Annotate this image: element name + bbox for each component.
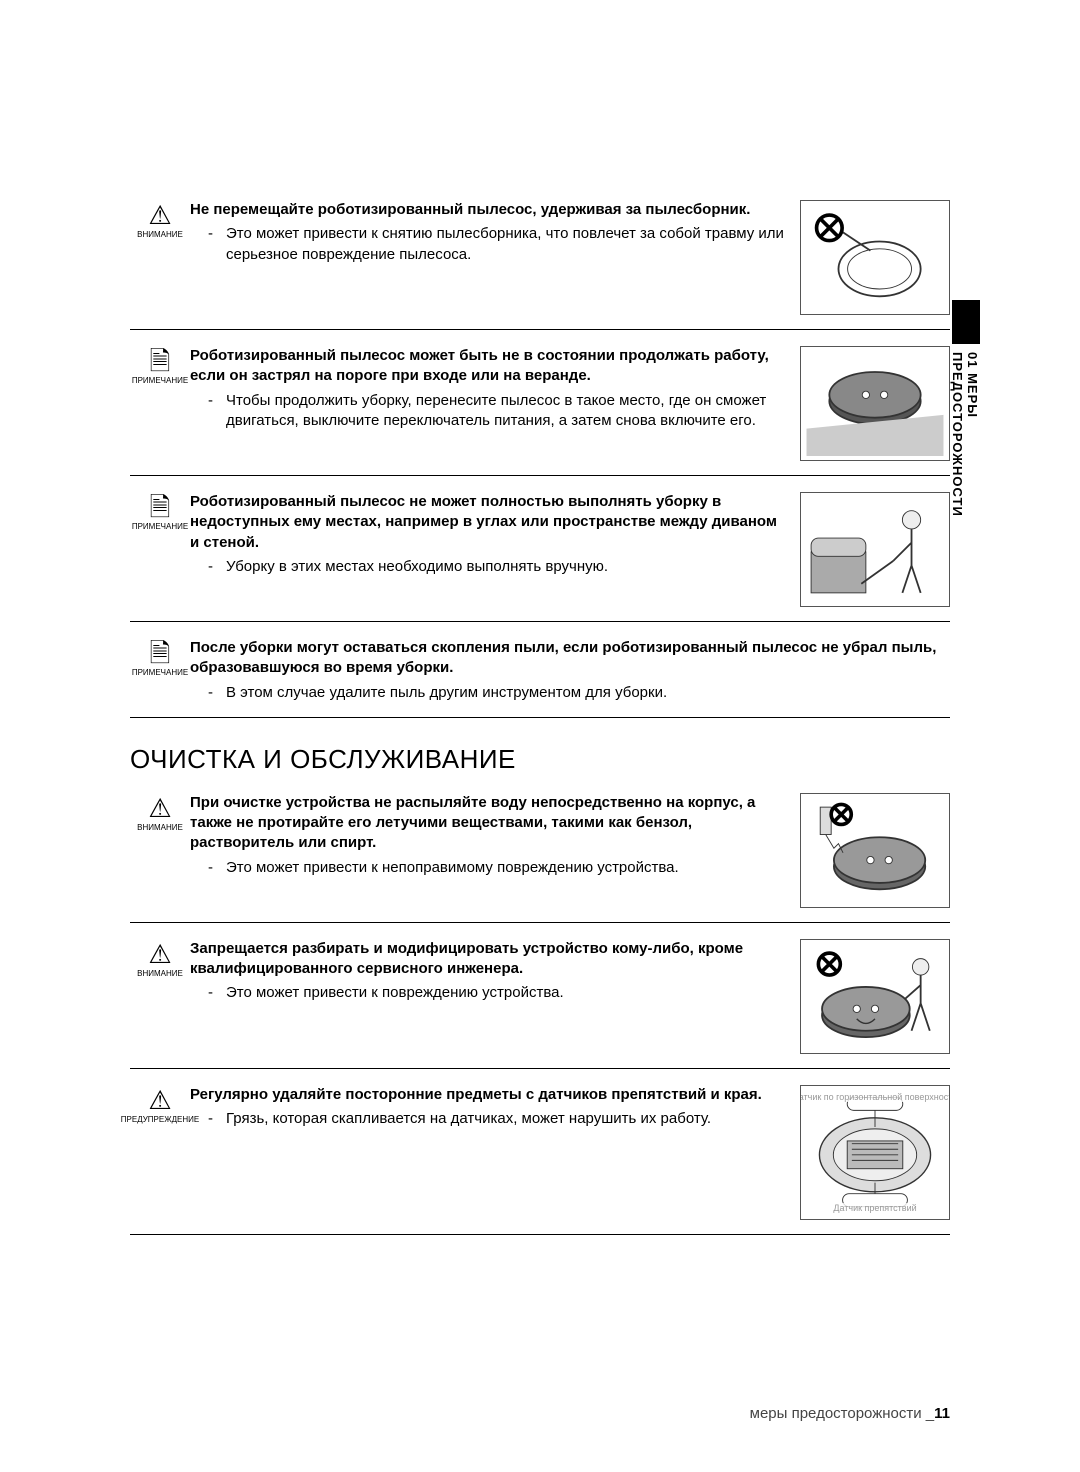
text-column: После уборки могут оставаться скопления … [190, 638, 950, 703]
icon-column: ⚠ ВНИМАНИЕ [130, 200, 190, 239]
bullet-text: Это может привести к снятию пылесборника… [226, 224, 788, 265]
side-tab-label: 01 МЕРЫ ПРЕДОСТОРОЖНОСТИ [952, 344, 980, 580]
page-footer: меры предосторожности _11 [750, 1405, 950, 1422]
precaution-item: 🗎 ПРИМЕЧАНИЕ Роботизированный пылесос мо… [130, 336, 950, 476]
precaution-item: 🗎 ПРИМЕЧАНИЕ Роботизированный пылесос не… [130, 482, 950, 622]
warning-icon: ⚠ [148, 1087, 171, 1113]
side-tab: 01 МЕРЫ ПРЕДОСТОРОЖНОСТИ [952, 300, 980, 580]
icon-caption: ПРИМЕЧАНИЕ [132, 668, 188, 677]
illustration: Датчик по горизонтальной поверхности Дат… [800, 1085, 950, 1220]
bullet-text: Грязь, которая скапливается на датчиках,… [226, 1109, 788, 1129]
item-heading: Запрещается разбирать и модифицировать у… [190, 939, 788, 980]
icon-caption: ПРЕДУПРЕЖДЕНИЕ [121, 1115, 199, 1124]
illustration [800, 793, 950, 908]
item-bullets: -Грязь, которая скапливается на датчиках… [190, 1109, 788, 1129]
icon-caption: ПРИМЕЧАНИЕ [132, 376, 188, 385]
text-column: При очистке устройства не распыляйте вод… [190, 793, 800, 878]
text-column: Не перемещайте роботизированный пылесос,… [190, 200, 800, 265]
item-bullets: -Чтобы продолжить уборку, перенесите пыл… [190, 391, 788, 432]
precaution-item: ⚠ ВНИМАНИЕ Не перемещайте роботизированн… [130, 190, 950, 330]
illustration [800, 939, 950, 1054]
warning-icon: ⚠ [148, 795, 171, 821]
illustration [800, 492, 950, 607]
illustration [800, 200, 950, 315]
icon-column: ⚠ ВНИМАНИЕ [130, 793, 190, 832]
bullet-text: Чтобы продолжить уборку, перенесите пыле… [226, 391, 788, 432]
item-heading: Регулярно удаляйте посторонние предметы … [190, 1085, 788, 1105]
warning-icon: ⚠ [148, 202, 171, 228]
page-number: 11 [934, 1405, 950, 1422]
item-bullets: -Это может привести к снятию пылесборник… [190, 224, 788, 265]
content-area: ⚠ ВНИМАНИЕ Не перемещайте роботизированн… [130, 190, 950, 1235]
item-heading: Роботизированный пылесос может быть не в… [190, 346, 788, 387]
item-heading: При очистке устройства не распыляйте вод… [190, 793, 788, 854]
item-bullets: -Это может привести к непоправимому повр… [190, 858, 788, 878]
note-icon: 🗎 [150, 348, 171, 374]
icon-column: 🗎 ПРИМЕЧАНИЕ [130, 638, 190, 677]
text-column: Роботизированный пылесос может быть не в… [190, 346, 800, 431]
item-bullets: -В этом случае удалите пыль другим инстр… [190, 683, 950, 703]
icon-caption: ВНИМАНИЕ [137, 823, 183, 832]
item-heading: После уборки могут оставаться скопления … [190, 638, 950, 679]
icon-caption: ПРИМЕЧАНИЕ [132, 522, 188, 531]
warning-icon: ⚠ [148, 941, 171, 967]
item-heading: Не перемещайте роботизированный пылесос,… [190, 200, 788, 220]
precaution-item: ⚠ ВНИМАНИЕ При очистке устройства не рас… [130, 783, 950, 923]
text-column: Запрещается разбирать и модифицировать у… [190, 939, 800, 1004]
icon-caption: ВНИМАНИЕ [137, 969, 183, 978]
bullet-text: Это может привести к непоправимому повре… [226, 858, 788, 878]
illustration [800, 346, 950, 461]
sensor-label-top: Датчик по горизонтальной поверхности [800, 1092, 950, 1102]
footer-text: меры предосторожности _ [750, 1405, 935, 1422]
precaution-item: ⚠ ВНИМАНИЕ Запрещается разбирать и модиф… [130, 929, 950, 1069]
note-icon: 🗎 [150, 494, 171, 520]
sensor-label-bottom: Датчик препятствий [831, 1203, 918, 1213]
item-heading: Роботизированный пылесос не может полнос… [190, 492, 788, 553]
item-bullets: -Уборку в этих местах необходимо выполня… [190, 557, 788, 577]
bullet-text: Уборку в этих местах необходимо выполнят… [226, 557, 788, 577]
bullet-text: Это может привести к повреждению устройс… [226, 983, 788, 1003]
icon-column: ⚠ ВНИМАНИЕ [130, 939, 190, 978]
text-column: Регулярно удаляйте посторонние предметы … [190, 1085, 800, 1130]
side-tab-marker [952, 300, 980, 344]
precaution-item: ⚠ ПРЕДУПРЕЖДЕНИЕ Регулярно удаляйте пост… [130, 1075, 950, 1235]
text-column: Роботизированный пылесос не может полнос… [190, 492, 800, 577]
bullet-text: В этом случае удалите пыль другим инстру… [226, 683, 950, 703]
icon-caption: ВНИМАНИЕ [137, 230, 183, 239]
precaution-item: 🗎 ПРИМЕЧАНИЕ После уборки могут оставать… [130, 628, 950, 718]
icon-column: 🗎 ПРИМЕЧАНИЕ [130, 492, 190, 531]
section-heading: ОЧИСТКА И ОБСЛУЖИВАНИЕ [130, 744, 950, 775]
item-bullets: -Это может привести к повреждению устрой… [190, 983, 788, 1003]
note-icon: 🗎 [150, 640, 171, 666]
icon-column: ⚠ ПРЕДУПРЕЖДЕНИЕ [130, 1085, 190, 1124]
icon-column: 🗎 ПРИМЕЧАНИЕ [130, 346, 190, 385]
